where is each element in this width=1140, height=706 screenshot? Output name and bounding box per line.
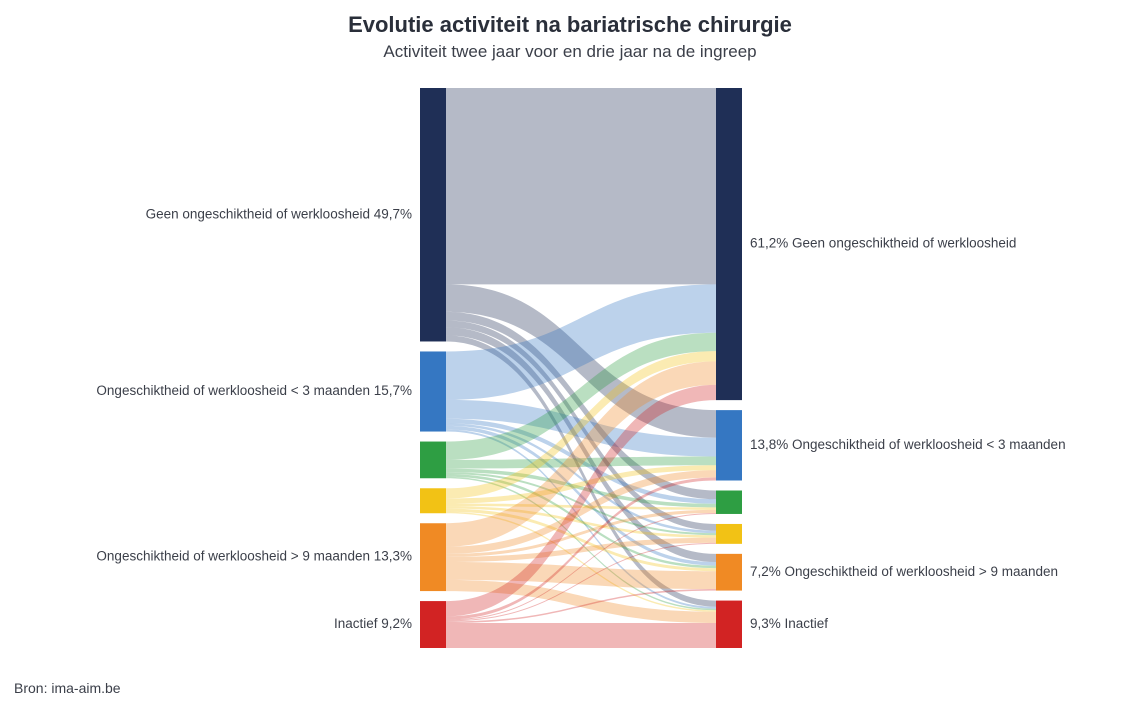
sankey-node [420,351,446,431]
sankey-node-label: 7,2% Ongeschiktheid of werkloosheid > 9 … [750,564,1058,579]
sankey-node-label: Ongeschiktheid of werkloosheid < 3 maand… [96,383,412,398]
sankey-node [716,410,742,480]
sankey-node [716,554,742,591]
chart-title: Evolutie activiteit na bariatrische chir… [0,0,1140,38]
sankey-node [716,88,742,400]
sankey-flows [446,88,716,648]
sankey-node [716,491,742,514]
sankey-node [716,524,742,544]
figure-root: Evolutie activiteit na bariatrische chir… [0,0,1140,706]
sankey-node-label: 61,2% Geen ongeschiktheid of werklooshei… [750,236,1016,251]
sankey-node [420,523,446,591]
sankey-node [420,88,446,341]
sankey-node [420,488,446,513]
sankey-flow [446,88,716,284]
sankey-node-label: Inactief 9,2% [334,616,412,631]
sankey-nodes-left: Geen ongeschiktheid of werkloosheid 49,7… [96,88,446,648]
sankey-node-label: 13,8% Ongeschiktheid of werkloosheid < 3… [750,437,1066,452]
sankey-flow [446,623,716,648]
sankey-node-label: Geen ongeschiktheid of werkloosheid 49,7… [146,206,412,221]
source-footnote: Bron: ima-aim.be [14,680,121,696]
sankey-nodes-right: 61,2% Geen ongeschiktheid of werklooshei… [716,88,1066,648]
sankey-svg: Geen ongeschiktheid of werkloosheid 49,7… [0,88,1140,652]
sankey-node [420,442,446,479]
sankey-node-label: 9,3% Inactief [750,616,828,631]
sankey-node [420,601,446,648]
sankey-chart: Geen ongeschiktheid of werkloosheid 49,7… [0,88,1140,648]
sankey-node-label: Ongeschiktheid of werkloosheid > 9 maand… [96,549,412,564]
chart-subtitle: Activiteit twee jaar voor en drie jaar n… [0,42,1140,62]
sankey-node [716,601,742,648]
